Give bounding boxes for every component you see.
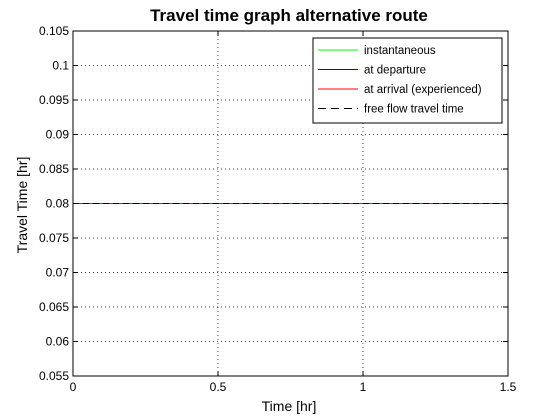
x-tick-label: 0.5 [210,380,227,394]
x-tick-label: 0 [70,380,77,394]
y-tick-label: 0.105 [39,24,69,38]
y-tick-label: 0.1 [52,59,69,73]
x-axis-label: Time [hr] [262,398,317,414]
legend: instantaneous at departure at arrival (exp… [312,37,503,124]
legend-entry-label: at arrival (experienced) [364,84,482,96]
x-tick-label: 1 [360,380,367,394]
y-tick-label: 0.055 [39,369,69,383]
y-tick-label: 0.075 [39,231,69,245]
legend-entry-label: instantaneous [364,45,436,57]
y-tick-label: 0.095 [39,93,69,107]
x-tick-label: 1.5 [500,380,517,394]
y-axis-label: Travel Time [hr] [14,157,30,254]
legend-entry-label: at departure [364,65,426,77]
y-tick-label: 0.08 [46,197,70,211]
chart-title: Travel time graph alternative route [150,6,428,25]
legend-entry-label: free flow travel time [364,104,464,116]
y-tick-label: 0.07 [46,266,70,280]
y-tick-label: 0.09 [46,128,70,142]
y-tick-label: 0.085 [39,162,69,176]
y-tick-label: 0.065 [39,300,69,314]
y-tick-label: 0.06 [46,335,70,349]
plot-area: 0 0.5 1 1.5 0.055 0.06 0.065 0.07 0.075 0.08 0.085… [39,24,517,394]
